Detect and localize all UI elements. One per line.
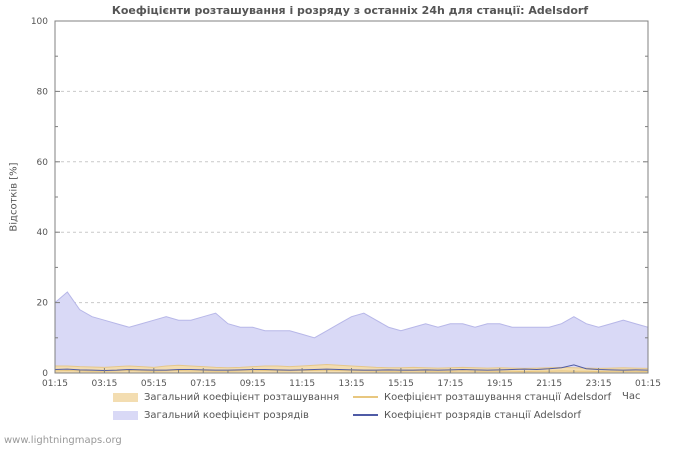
series-area-1 [55, 292, 648, 373]
x-tick-label: 21:15 [536, 379, 562, 389]
gridlines [55, 20, 648, 304]
series-group [54, 291, 649, 373]
x-tick-label: 17:15 [437, 379, 463, 389]
x-tick-label: 13:15 [339, 379, 365, 389]
legend-item-station-discharge: Коефіцієнт розрядів станції Adelsdorf [353, 408, 611, 422]
y-tick-label: 0 [42, 369, 48, 379]
x-tick-label: 07:15 [190, 379, 216, 389]
footer-link[interactable]: www.lightningmaps.org [4, 435, 122, 446]
x-tick-label: 09:15 [240, 379, 266, 389]
x-tick-label: 01:15 [635, 379, 661, 389]
legend-item-total-location: Загальний коефіцієнт розташування [113, 390, 345, 404]
x-tick-label: 03:15 [91, 379, 117, 389]
axes [54, 20, 649, 374]
chart-title: Коефіцієнти розташування і розряду з ост… [111, 4, 589, 17]
x-tick-label: 11:15 [289, 379, 315, 389]
legend-swatch-total-location [113, 392, 138, 402]
series-edge-0 [55, 364, 649, 369]
y-tick-label: 60 [37, 158, 49, 168]
y-tick-label: 20 [37, 299, 49, 309]
x-tick-label: 23:15 [586, 379, 612, 389]
x-tick-label: 05:15 [141, 379, 167, 389]
plot-border [54, 20, 649, 374]
tick-labels: 0 20 40 60 80 100 01:15 03:15 05:15 07:15 09:15 11:… [31, 17, 661, 389]
y-tick-label: 40 [37, 228, 49, 238]
x-tick-label: 19:15 [487, 379, 513, 389]
x-tick-label: 01:15 [42, 379, 68, 389]
y-tick-label: 100 [31, 17, 48, 27]
x-axis-label: Час [622, 391, 641, 402]
legend-swatch-station-location [353, 396, 378, 398]
legend-label-total-location: Загальний коефіцієнт розташування [144, 391, 340, 403]
legend-label-station-location: Коефіцієнт розташування станції Adelsdor… [384, 391, 612, 403]
legend-label-station-discharge: Коефіцієнт розрядів станції Adelsdorf [384, 409, 582, 421]
legend-item-station-location: Коефіцієнт розташування станції Adelsdor… [353, 390, 611, 404]
series-edge-1 [54, 291, 649, 339]
x-tick-label: 15:15 [388, 379, 414, 389]
legend: Загальний коефіцієнт розташування Коефіц… [113, 390, 611, 422]
legend-swatch-total-discharge [113, 410, 138, 420]
legend-label-total-discharge: Загальний коефіцієнт розрядів [144, 409, 309, 421]
legend-swatch-station-discharge [353, 414, 378, 416]
legend-item-total-discharge: Загальний коефіцієнт розрядів [113, 408, 345, 422]
y-tick-label: 80 [37, 87, 49, 97]
